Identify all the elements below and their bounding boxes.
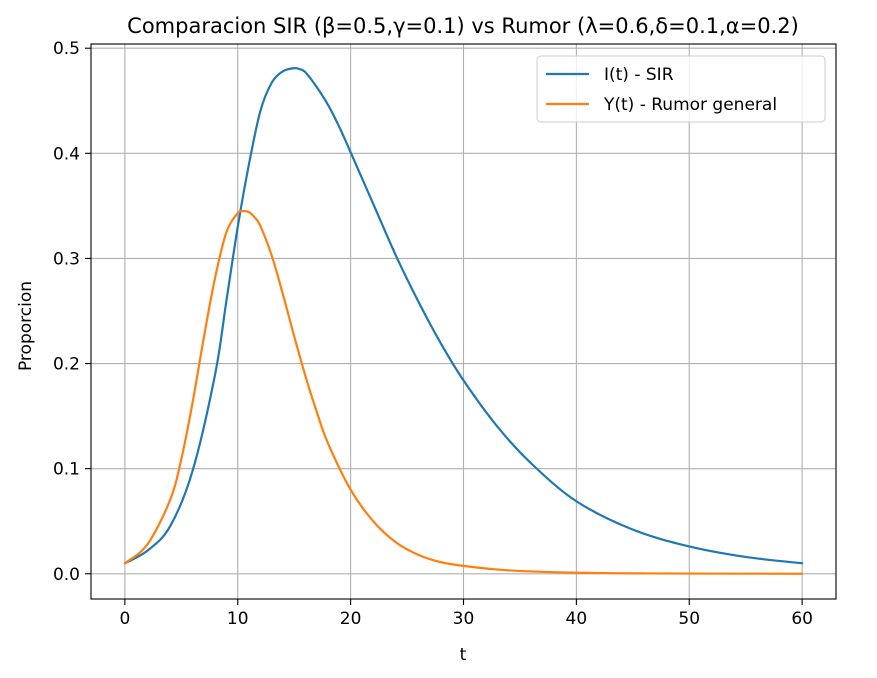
x-tick-label: 40 <box>566 609 588 629</box>
y-tick-label: 0.3 <box>53 249 80 269</box>
y-tick-label: 0.2 <box>53 355 80 375</box>
legend-entry-sir: I(t) - SIR <box>604 65 674 85</box>
x-axis-label: t <box>460 645 467 665</box>
x-tick-label: 50 <box>678 609 700 629</box>
axis-ticks: 0 10 20 30 40 50 60 0.0 0.1 0.2 0.3 0.4 0.5 <box>53 39 813 629</box>
y-tick-label: 0.5 <box>53 39 80 59</box>
x-tick-label: 60 <box>791 609 813 629</box>
y-tick-label: 0.4 <box>53 144 80 164</box>
legend-box <box>536 55 826 123</box>
legend-entry-rumor: Y(t) - Rumor general <box>603 95 777 115</box>
series-line-rumor <box>123 209 804 575</box>
x-tick-label: 0 <box>119 609 130 629</box>
chart-title: Comparacion SIR (β=0.5,γ=0.1) vs Rumor (… <box>127 14 799 38</box>
y-tick-label: 0.1 <box>53 460 80 480</box>
x-tick-label: 20 <box>340 609 362 629</box>
grid <box>91 44 836 599</box>
x-tick-label: 10 <box>227 609 249 629</box>
y-tick-label: 0.0 <box>53 565 80 585</box>
x-tick-label: 30 <box>453 609 475 629</box>
series-lines <box>123 66 804 575</box>
y-axis-label: Proporcion <box>16 281 36 371</box>
series-line-sir <box>123 66 804 565</box>
legend: I(t) - SIR Y(t) - Rumor general <box>536 55 826 123</box>
